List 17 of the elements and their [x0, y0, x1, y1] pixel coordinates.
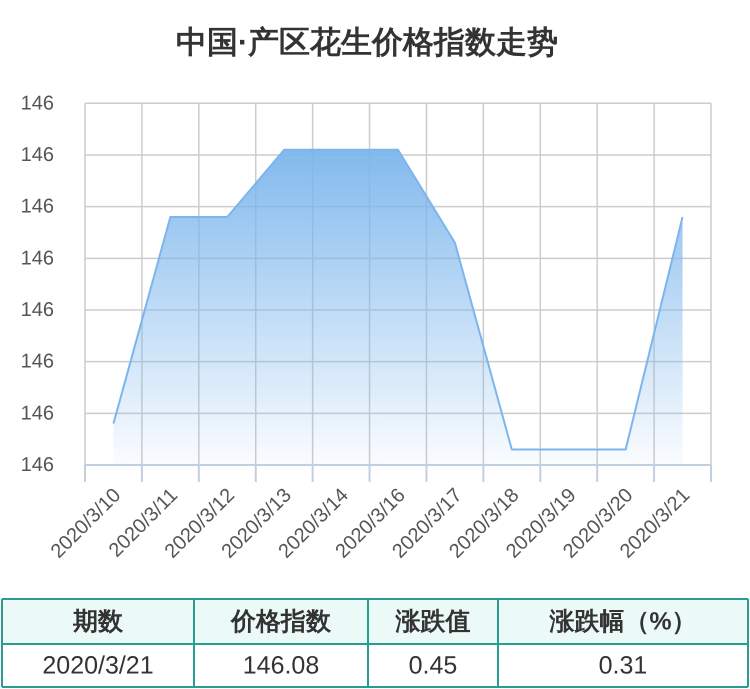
y-tick-label: 146 — [20, 402, 54, 424]
text: 涨跌值 — [394, 608, 470, 636]
y-tick-label: 146 — [20, 350, 54, 373]
chart-title: 中国·产区花生价格指数走势 — [176, 24, 558, 60]
text: 价格指数 — [230, 608, 332, 636]
text: 期数 — [72, 608, 124, 636]
text: 0.31 — [598, 652, 648, 680]
y-tick-label: 146 — [20, 298, 54, 321]
y-tick-label: 146 — [20, 247, 54, 270]
text: 涨跌幅（%） — [548, 608, 697, 636]
y-tick-label: 146 — [20, 144, 54, 166]
y-tick-label: 146 — [20, 196, 54, 218]
text: 146.08 — [242, 652, 320, 680]
text: 0.45 — [408, 652, 458, 680]
y-tick-label: 146 — [20, 454, 54, 476]
y-tick-label: 146 — [20, 92, 54, 114]
text: 2020/3/21 — [42, 652, 154, 680]
